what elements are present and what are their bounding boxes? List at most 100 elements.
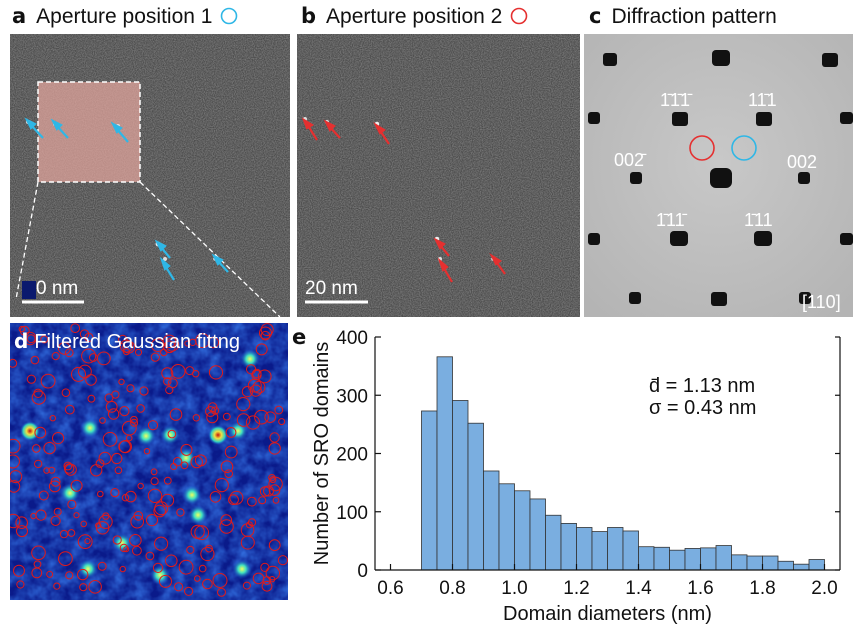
fit-circle bbox=[249, 384, 262, 397]
fit-circle bbox=[207, 336, 220, 349]
fit-circle bbox=[130, 418, 139, 427]
y-tick-label: 400 bbox=[336, 328, 368, 349]
panel-d-image: d Filtered Gaussian fittng bbox=[10, 323, 288, 600]
intensity-spot bbox=[78, 559, 98, 579]
fit-circle bbox=[278, 418, 286, 426]
fit-circle bbox=[190, 524, 205, 539]
fit-circle bbox=[194, 575, 201, 582]
fit-circle bbox=[261, 580, 273, 592]
fit-circle bbox=[70, 479, 83, 492]
fit-circle bbox=[10, 358, 18, 368]
fit-circle bbox=[71, 366, 86, 382]
fit-circle bbox=[63, 463, 75, 474]
histogram-bar bbox=[483, 470, 500, 571]
gaussian-fit-map bbox=[10, 323, 288, 600]
histogram-bar bbox=[700, 547, 717, 571]
fit-circle bbox=[119, 339, 134, 353]
fit-circle bbox=[38, 490, 49, 501]
fit-circle bbox=[236, 413, 251, 427]
histogram-bar bbox=[591, 531, 608, 571]
histogram-bar bbox=[452, 400, 469, 571]
fit-circle bbox=[268, 484, 281, 496]
fit-circle bbox=[224, 469, 233, 478]
fit-circle bbox=[274, 405, 284, 415]
fit-circle bbox=[23, 331, 37, 346]
fit-circle bbox=[186, 545, 195, 554]
intensity-spot bbox=[240, 349, 260, 369]
intensity-spot bbox=[182, 485, 202, 505]
fit-circle bbox=[77, 568, 89, 581]
fit-circle bbox=[67, 499, 77, 509]
fit-circle bbox=[32, 444, 41, 453]
fit-circle bbox=[40, 335, 49, 344]
aperture-highlight-box bbox=[37, 81, 141, 183]
fit-circle bbox=[217, 587, 226, 597]
fit-circle bbox=[98, 514, 113, 529]
intensity-spot bbox=[208, 425, 228, 445]
fit-circle bbox=[119, 406, 130, 417]
fit-circle bbox=[251, 369, 262, 381]
y-axis-label: Number of SRO domains bbox=[311, 342, 333, 565]
fit-circle bbox=[50, 515, 61, 526]
fit-circle bbox=[80, 520, 87, 528]
fit-circle bbox=[46, 570, 54, 578]
fit-circle bbox=[111, 452, 123, 465]
fit-circle bbox=[130, 514, 144, 529]
histogram-bar bbox=[793, 563, 810, 571]
fit-circle bbox=[118, 440, 133, 454]
fit-circle bbox=[10, 480, 21, 493]
fit-circle bbox=[110, 488, 120, 498]
fit-circle bbox=[52, 432, 65, 445]
fit-circle bbox=[154, 501, 169, 516]
fit-circle bbox=[43, 441, 56, 455]
fit-circle bbox=[31, 390, 46, 405]
fit-circle bbox=[176, 508, 185, 517]
y-tick-label: 0 bbox=[357, 561, 368, 582]
fit-circle bbox=[61, 388, 71, 397]
fit-circle bbox=[67, 529, 76, 537]
fit-circle bbox=[49, 415, 56, 422]
sigma-annotation: σ = 0.43 nm bbox=[649, 397, 756, 419]
fit-circle bbox=[150, 477, 159, 486]
fit-circle bbox=[198, 564, 207, 573]
panel-a-image: 0 nm bbox=[10, 34, 290, 317]
histogram-bar bbox=[545, 514, 562, 571]
fit-circle bbox=[30, 355, 40, 365]
fit-circle bbox=[121, 420, 137, 436]
fit-circle bbox=[165, 554, 178, 568]
fit-circle bbox=[263, 485, 274, 497]
histogram-bar bbox=[638, 546, 655, 571]
fit-circle bbox=[172, 457, 183, 467]
fit-circle bbox=[242, 581, 251, 590]
fit-circle bbox=[245, 415, 261, 430]
fit-circle bbox=[194, 525, 210, 541]
intensity-spot bbox=[188, 505, 208, 525]
fit-circle bbox=[228, 494, 239, 506]
fit-circle bbox=[174, 582, 184, 592]
fit-circle bbox=[13, 564, 25, 577]
intensity-spot bbox=[232, 559, 252, 579]
fit-circle bbox=[126, 384, 135, 393]
fit-circle bbox=[114, 466, 123, 475]
fit-circle bbox=[137, 482, 144, 490]
intensity-spot bbox=[112, 533, 132, 553]
fit-circle bbox=[269, 476, 277, 484]
panel-b-image: 20 nm bbox=[297, 34, 580, 317]
histogram-bar bbox=[684, 548, 701, 571]
panel-a-title: a Aperture position 1 bbox=[12, 4, 238, 29]
fit-circle bbox=[170, 462, 178, 471]
fit-circle bbox=[104, 393, 114, 403]
fit-circle bbox=[236, 397, 251, 412]
fit-circle bbox=[189, 338, 197, 346]
diffraction-pattern bbox=[584, 34, 853, 317]
fit-circle bbox=[225, 427, 237, 438]
fit-circle bbox=[85, 374, 97, 386]
fit-circle bbox=[81, 348, 97, 364]
mean-annotation: d̄ = 1.13 nm bbox=[649, 375, 755, 397]
y-tick-label: 300 bbox=[336, 386, 368, 407]
fit-circle bbox=[219, 519, 234, 534]
fit-circle bbox=[102, 431, 118, 447]
spot-label-1: 1̄1̄1̄ bbox=[660, 90, 691, 110]
fit-circle bbox=[40, 373, 56, 389]
tem-image-b bbox=[297, 34, 580, 317]
